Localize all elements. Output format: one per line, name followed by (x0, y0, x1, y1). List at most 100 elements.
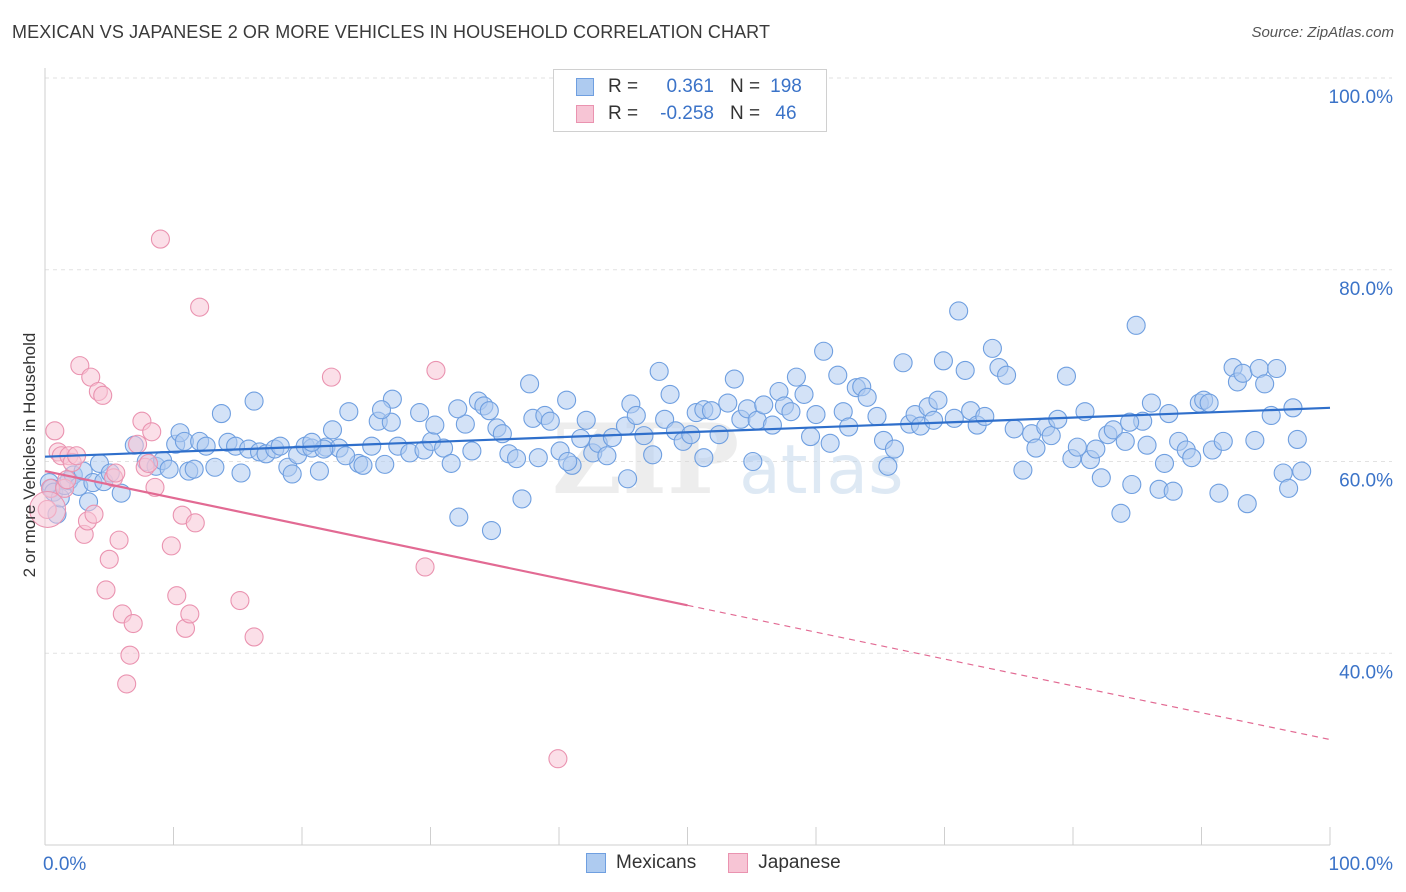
mexicans-point (828, 365, 848, 385)
mexicans-point (1182, 448, 1202, 468)
mexicans-point (694, 448, 714, 468)
mexicans-point (1122, 474, 1142, 495)
japanese-point (93, 385, 113, 405)
blue-swatch (586, 853, 606, 873)
mexicans-point (701, 401, 722, 421)
legend-row-japanese: R = -0.258 N = 46 (576, 102, 808, 126)
mexicans-point (441, 453, 461, 473)
mexicans-point (884, 439, 904, 459)
mexicans-point (1086, 439, 1106, 459)
mexicans-point (512, 489, 532, 509)
mexicans-point (425, 415, 445, 435)
mexicans-point (743, 451, 763, 472)
r-label: R = (608, 76, 639, 97)
japanese-point (84, 504, 104, 524)
mexicans-point (270, 436, 290, 456)
japanese-point (244, 627, 264, 647)
japanese-point (161, 536, 181, 556)
mexicans-point (205, 457, 225, 477)
source-label: Source: ZipAtlas.com (1251, 24, 1394, 41)
mexicans-point (857, 387, 877, 407)
trend-lines (44, 406, 1331, 741)
mexicans-point (557, 390, 577, 410)
mexicans-point (975, 406, 995, 426)
mexicans-point (618, 469, 638, 489)
mexicans-point (597, 446, 617, 466)
mexicans-point (814, 341, 834, 361)
mexicans-point (211, 404, 231, 424)
legend-label: Mexicans (616, 852, 697, 873)
mexicans-point (867, 406, 887, 426)
japanese-point (142, 422, 162, 442)
series-legend: Mexicans Japanese (586, 852, 873, 874)
mexicans-point (520, 374, 540, 394)
japanese-trend-line-dashed (687, 604, 1331, 741)
japanese-point (185, 513, 205, 533)
japanese-point (106, 463, 126, 483)
japanese-point (321, 367, 341, 387)
mexicans-point (1056, 366, 1077, 386)
japanese-point (138, 453, 159, 473)
mexicans-point (455, 414, 475, 434)
mexicans-point (1255, 374, 1275, 394)
y-tick-label: 100.0% (1329, 87, 1394, 108)
mexicans-point (781, 402, 801, 422)
mexicans-point (196, 436, 216, 456)
mexicans-point (1279, 478, 1299, 498)
mexicans-point (1111, 503, 1131, 523)
mexicans-point (1292, 461, 1312, 481)
mexicans-point (462, 441, 482, 461)
mexicans-point (1115, 431, 1135, 451)
mexicans-point (540, 411, 560, 431)
mexicans-point (806, 404, 826, 425)
mexicans-point (924, 410, 944, 430)
mexicans-point (1209, 483, 1229, 503)
mexicans-point (375, 454, 395, 474)
japanese-point (120, 645, 140, 665)
n-value: 198 (770, 76, 802, 97)
mexicans-point (410, 403, 430, 423)
mexicans-point (997, 365, 1017, 385)
mexicans-point (718, 393, 738, 413)
japanese-point (123, 613, 143, 634)
mexicans-point (878, 456, 898, 476)
mexicans-point (1013, 460, 1033, 480)
mexicans-point (184, 459, 204, 479)
n-value: 46 (775, 103, 797, 124)
japanese-point (45, 421, 65, 441)
mexicans-point (944, 408, 964, 428)
mexicans-point (1213, 431, 1233, 451)
mexicans-point (159, 459, 179, 479)
mexicans-point (1137, 435, 1157, 455)
mexicans-point (602, 427, 622, 448)
mexicans-point (1199, 393, 1219, 413)
legend-item-japanese: Japanese (728, 852, 841, 874)
mexicans-point (481, 520, 502, 541)
mexicans-point (371, 400, 392, 420)
mexicans-trend-line (44, 406, 1331, 458)
mexicans-point (302, 432, 322, 452)
mexicans-point (1245, 430, 1265, 450)
japanese-point (109, 530, 129, 550)
japanese-point (230, 590, 250, 611)
blue-swatch (576, 78, 594, 96)
mexicans-point (244, 391, 264, 411)
mexicans-point (893, 353, 913, 373)
mexicans-point (1267, 358, 1287, 379)
y-tick-label: 40.0% (1339, 662, 1393, 683)
mexicans-point (1103, 420, 1123, 440)
mexicans-point (794, 384, 814, 404)
japanese-point (150, 229, 170, 249)
japanese-point (167, 586, 187, 606)
japanese-points (29, 229, 568, 769)
mexicans-point (949, 301, 969, 321)
mexicans-point (1067, 437, 1087, 457)
legend-row-mexicans: R = 0.361 N = 198 (576, 75, 808, 99)
y-axis-label: 2 or more Vehicles in Household (20, 332, 39, 578)
mexicans-point (1283, 398, 1303, 418)
mexicans-point (801, 427, 821, 447)
mexicans-point (353, 455, 373, 475)
mexicans-point (1041, 426, 1061, 446)
mexicans-point (1237, 494, 1257, 514)
